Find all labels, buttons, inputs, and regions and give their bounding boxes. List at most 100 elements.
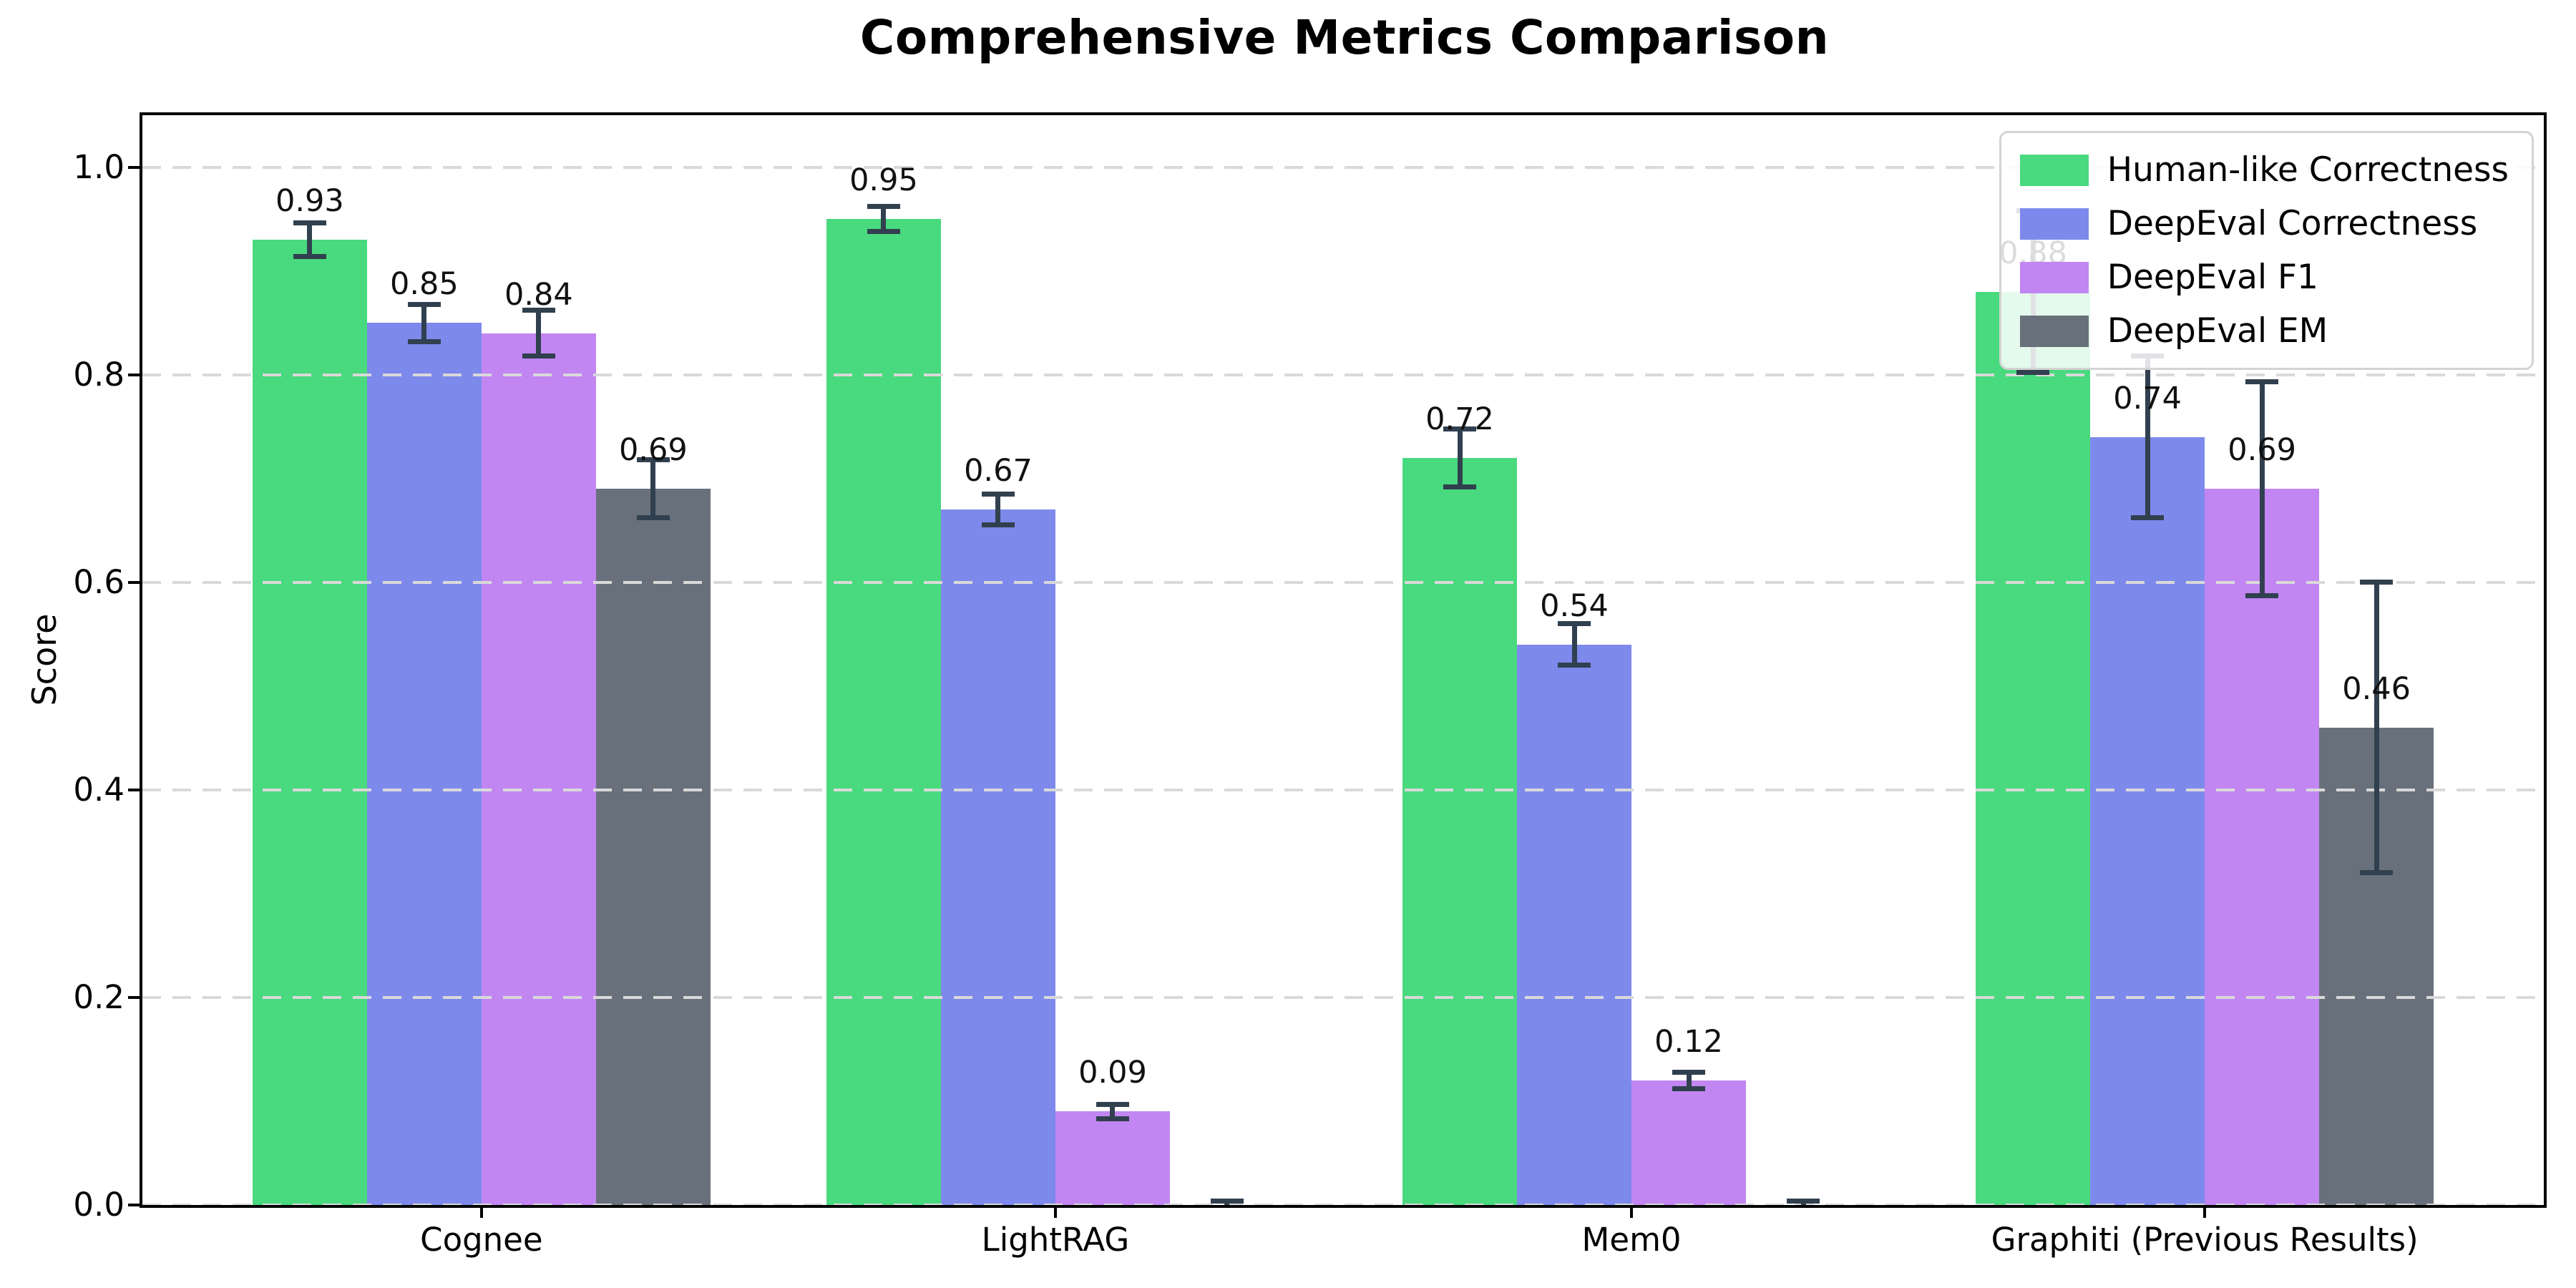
- error-bar-cap-bottom: [1211, 1206, 1244, 1208]
- error-bar-cap-top: [1443, 426, 1477, 431]
- legend-swatch-icon: [2019, 208, 2089, 240]
- error-bar: [881, 206, 887, 232]
- error-bar-cap-bottom: [407, 338, 441, 344]
- legend-label: DeepEval Correctness: [2107, 204, 2478, 243]
- y-tick-label: 1.0: [73, 147, 125, 186]
- gridline: [142, 373, 2544, 376]
- gridline: [142, 580, 2544, 584]
- bar: [1055, 1111, 1170, 1205]
- error-bar-cap-top: [1096, 1101, 1129, 1107]
- legend-swatch-icon: [2019, 315, 2089, 347]
- gridline: [142, 165, 2544, 169]
- value-label: 0.12: [1654, 1023, 1723, 1060]
- legend-swatch-icon: [2019, 154, 2089, 186]
- value-label: 0.69: [2228, 432, 2296, 469]
- plot-area: Human-like Correctness DeepEval Correctne…: [140, 112, 2547, 1208]
- y-tick-mark: [128, 1204, 142, 1206]
- error-bar-cap-bottom: [293, 253, 326, 259]
- bar: [2205, 489, 2320, 1205]
- legend-swatch-icon: [2019, 261, 2089, 293]
- y-axis-label: Score: [25, 613, 64, 706]
- y-tick-label: 0.6: [73, 562, 125, 601]
- gridline: [142, 1204, 2544, 1205]
- error-bar-cap-top: [1210, 1198, 1244, 1204]
- y-tick-mark: [128, 165, 142, 169]
- x-tick-label: Graphiti (Previous Results): [1991, 1221, 2419, 1259]
- error-bar: [1686, 1072, 1692, 1089]
- legend-label: DeepEval EM: [2107, 311, 2328, 351]
- value-label: 0.72: [1425, 401, 1494, 437]
- error-bar-cap-top: [2360, 580, 2394, 585]
- bar: [1402, 457, 1518, 1205]
- y-tick-label: 0.2: [73, 977, 125, 1016]
- x-tick-label: LightRAG: [981, 1221, 1130, 1259]
- error-bar-cap-top: [1672, 1069, 1706, 1075]
- error-bar-cap-bottom: [1096, 1116, 1129, 1122]
- value-label: 0.09: [1078, 1055, 1147, 1091]
- y-tick-label: 0.4: [73, 770, 125, 809]
- value-label: 0.95: [849, 162, 918, 199]
- bar: [1517, 644, 1632, 1205]
- y-tick-mark: [128, 580, 142, 584]
- error-bar-cap-bottom: [1787, 1206, 1820, 1208]
- y-tick-mark: [128, 788, 142, 791]
- value-label: 0.93: [275, 183, 344, 220]
- x-tick-label: Mem0: [1581, 1221, 1682, 1259]
- error-bar-cap-bottom: [2016, 370, 2050, 376]
- error-bar: [995, 494, 1001, 525]
- legend-item: Human-like Correctness: [2019, 150, 2509, 190]
- bar: [2090, 436, 2205, 1205]
- error-bar-cap-top: [407, 301, 441, 307]
- error-bar-cap-bottom: [1672, 1086, 1706, 1092]
- error-bar: [1110, 1104, 1116, 1119]
- error-bar-cap-bottom: [636, 515, 670, 521]
- error-bar: [1571, 623, 1577, 665]
- error-bar-cap-bottom: [2245, 593, 2279, 599]
- error-bar: [421, 304, 427, 342]
- bar: [1631, 1080, 1747, 1205]
- legend-item: DeepEval Correctness: [2019, 204, 2509, 243]
- error-bar-cap-top: [867, 204, 900, 210]
- error-bar: [2145, 356, 2150, 518]
- gridline: [142, 788, 2544, 791]
- error-bar-cap-top: [636, 457, 670, 463]
- error-bar-cap-bottom: [981, 522, 1015, 528]
- value-label: 0.85: [389, 266, 459, 303]
- y-tick-mark: [128, 373, 142, 376]
- bar: [826, 219, 941, 1205]
- error-bar-cap-bottom: [867, 228, 900, 234]
- value-label: 0.54: [1540, 587, 1609, 624]
- error-bar-cap-bottom: [1558, 663, 1591, 668]
- x-tick-mark: [479, 1205, 483, 1218]
- error-bar-cap-top: [981, 491, 1015, 497]
- error-bar: [2373, 582, 2379, 873]
- x-tick-mark: [2203, 1205, 2207, 1218]
- error-bar: [2259, 381, 2265, 596]
- bar: [252, 240, 367, 1205]
- x-tick-mark: [1053, 1205, 1057, 1218]
- legend-item: DeepEval F1: [2019, 258, 2509, 297]
- bar: [595, 489, 711, 1205]
- error-bar-cap-bottom: [1443, 484, 1477, 489]
- x-tick-label: Cognee: [420, 1221, 543, 1259]
- x-tick-mark: [1630, 1205, 1634, 1218]
- error-bar: [536, 310, 542, 356]
- y-tick-mark: [128, 995, 142, 999]
- legend: Human-like Correctness DeepEval Correctne…: [1999, 131, 2534, 370]
- bar: [481, 333, 596, 1205]
- value-label: 0.69: [618, 432, 688, 469]
- legend-label: Human-like Correctness: [2107, 150, 2509, 190]
- error-bar: [650, 459, 656, 518]
- y-tick-label: 0.8: [73, 355, 125, 394]
- error-bar-cap-top: [1787, 1198, 1820, 1204]
- bar: [1976, 291, 2091, 1205]
- value-label: 0.74: [2113, 380, 2182, 416]
- legend-item: DeepEval EM: [2019, 311, 2509, 351]
- value-label: 0.84: [504, 276, 573, 313]
- bar: [940, 509, 1055, 1205]
- chart-title: Comprehensive Metrics Comparison: [859, 10, 1830, 65]
- error-bar-cap-top: [293, 220, 326, 226]
- error-bar: [307, 223, 313, 257]
- y-tick-label: 0.0: [73, 1186, 125, 1224]
